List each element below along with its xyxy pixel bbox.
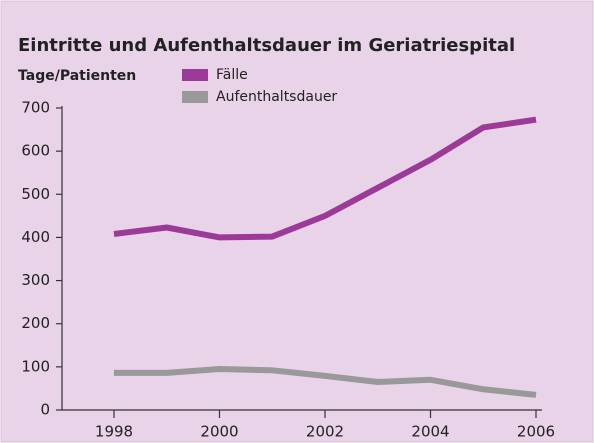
y-tick-label: 0 — [40, 401, 50, 419]
legend-label: Fälle — [216, 67, 248, 83]
legend-label: Aufenthaltsdauer — [216, 89, 337, 105]
line — [114, 366, 537, 398]
x-tick-label: 2004 — [411, 423, 449, 441]
y-tick-label: 600 — [21, 142, 50, 160]
chart-title: Eintritte und Aufenthaltsdauer im Geriat… — [18, 35, 515, 56]
y-tick-label: 700 — [21, 99, 50, 117]
legend-swatch — [182, 69, 208, 81]
x-tick-label: 2002 — [306, 423, 344, 441]
y-axis-label: Tage/Patienten — [18, 68, 136, 84]
y-tick-label: 200 — [21, 314, 50, 332]
y-tick-label: 400 — [21, 228, 50, 246]
y-tick-label: 500 — [21, 185, 50, 203]
x-tick-label: 2006 — [517, 423, 555, 441]
x-tick-label: 2000 — [200, 423, 238, 441]
legend-swatch — [182, 91, 208, 103]
x-tick-label: 1998 — [95, 423, 133, 441]
y-tick-label: 100 — [21, 357, 50, 375]
line — [113, 116, 537, 241]
y-tick-label: 300 — [21, 271, 50, 289]
